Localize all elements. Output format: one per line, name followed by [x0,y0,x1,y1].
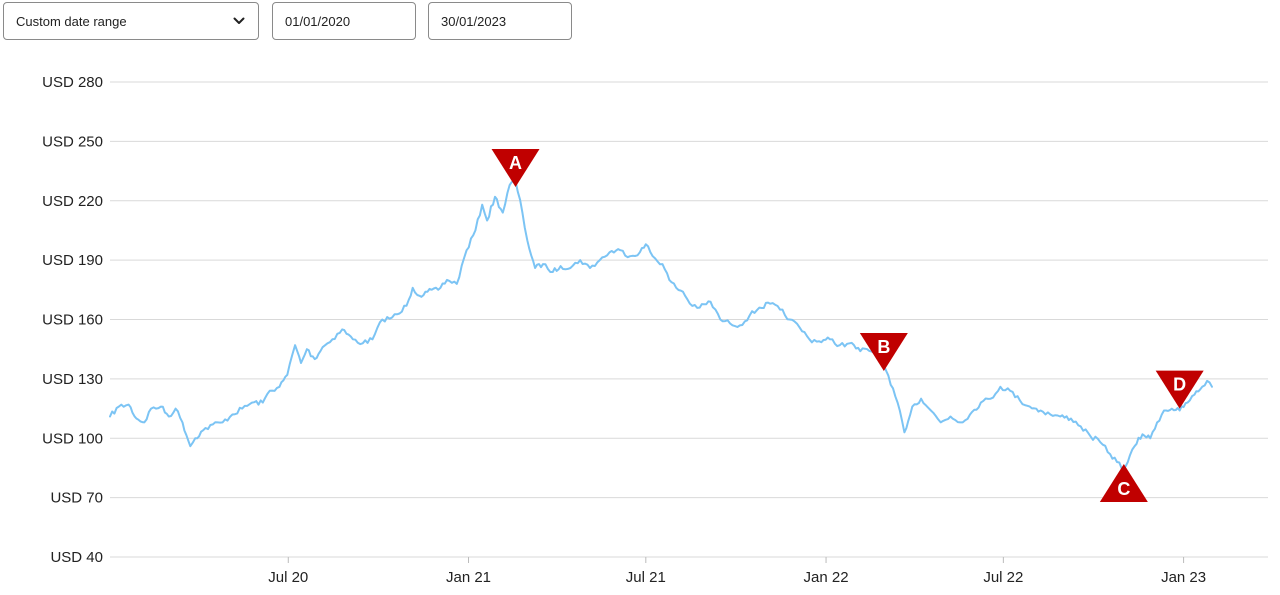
y-tick-label-70: USD 70 [50,490,103,507]
marker-triangle [1155,370,1204,409]
x-tick-label: Jul 20 [268,569,308,586]
y-tick-label-160: USD 160 [42,312,103,329]
x-tick-label: Jul 22 [983,569,1023,586]
marker-label: D [1173,375,1186,395]
y-tick-label-250: USD 250 [42,133,103,150]
start-date-input[interactable]: 01/01/2020 [272,2,416,40]
end-date-input[interactable]: 30/01/2023 [428,2,572,40]
marker-c: C [1099,463,1148,502]
marker-label: C [1117,479,1130,499]
y-tick-label-40: USD 40 [50,549,103,566]
price-series-line [109,179,1213,470]
marker-label: B [877,337,890,357]
marker-d: D [1155,370,1204,409]
marker-triangle [491,148,540,187]
y-tick-label-280: USD 280 [42,74,103,91]
start-date-value: 01/01/2020 [285,13,351,29]
y-tick-label-100: USD 100 [42,430,103,447]
chart-grid [110,81,1268,563]
x-tick-label: Jan 21 [446,569,491,586]
end-date-value: 30/01/2023 [441,13,507,29]
y-tick-label-220: USD 220 [42,193,103,210]
date-range-select[interactable]: Custom date range [3,2,259,40]
y-tick-label-190: USD 190 [42,252,103,269]
chevron-down-icon [233,17,245,24]
y-axis-ticks: USD 40 USD 70 USD 100 USD 130 USD 160 USD 190… [42,74,103,566]
x-tick-label: Jan 23 [1161,569,1206,586]
x-tick-label: Jan 22 [804,569,849,586]
x-tick-label: Jul 21 [626,569,666,586]
y-tick-label-130: USD 130 [42,371,103,388]
marker-triangle [1099,463,1148,502]
marker-a: A [491,148,540,187]
marker-label: A [509,153,522,173]
date-range-select-value: Custom date range [16,13,127,29]
marker-b: B [859,333,908,372]
marker-triangle [859,333,908,372]
chart-markers: A B C D [491,148,1204,502]
x-axis-ticks: Jul 20 Jan 21 Jul 21 Jan 22 Jul 22 Jan 23 [268,569,1206,586]
